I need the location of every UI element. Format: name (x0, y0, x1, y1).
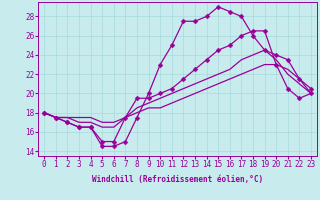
X-axis label: Windchill (Refroidissement éolien,°C): Windchill (Refroidissement éolien,°C) (92, 175, 263, 184)
